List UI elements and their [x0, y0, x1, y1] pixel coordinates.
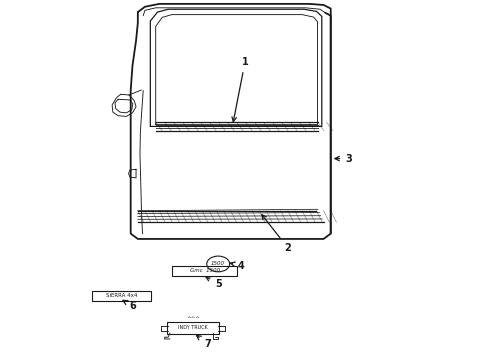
Text: Gmc  1500: Gmc 1500	[190, 268, 220, 273]
Text: ^^^: ^^^	[186, 316, 200, 321]
Text: 7: 7	[196, 336, 211, 348]
Text: INDY TRUCK: INDY TRUCK	[178, 325, 208, 330]
Text: 5: 5	[206, 277, 221, 289]
Text: SiERRA 4x4: SiERRA 4x4	[106, 293, 138, 298]
Text: 2: 2	[262, 215, 291, 253]
Text: 3: 3	[335, 154, 352, 163]
Text: 6: 6	[123, 300, 136, 311]
Text: 1500: 1500	[211, 261, 225, 266]
Text: 1: 1	[232, 57, 248, 122]
Text: 4: 4	[230, 261, 245, 271]
